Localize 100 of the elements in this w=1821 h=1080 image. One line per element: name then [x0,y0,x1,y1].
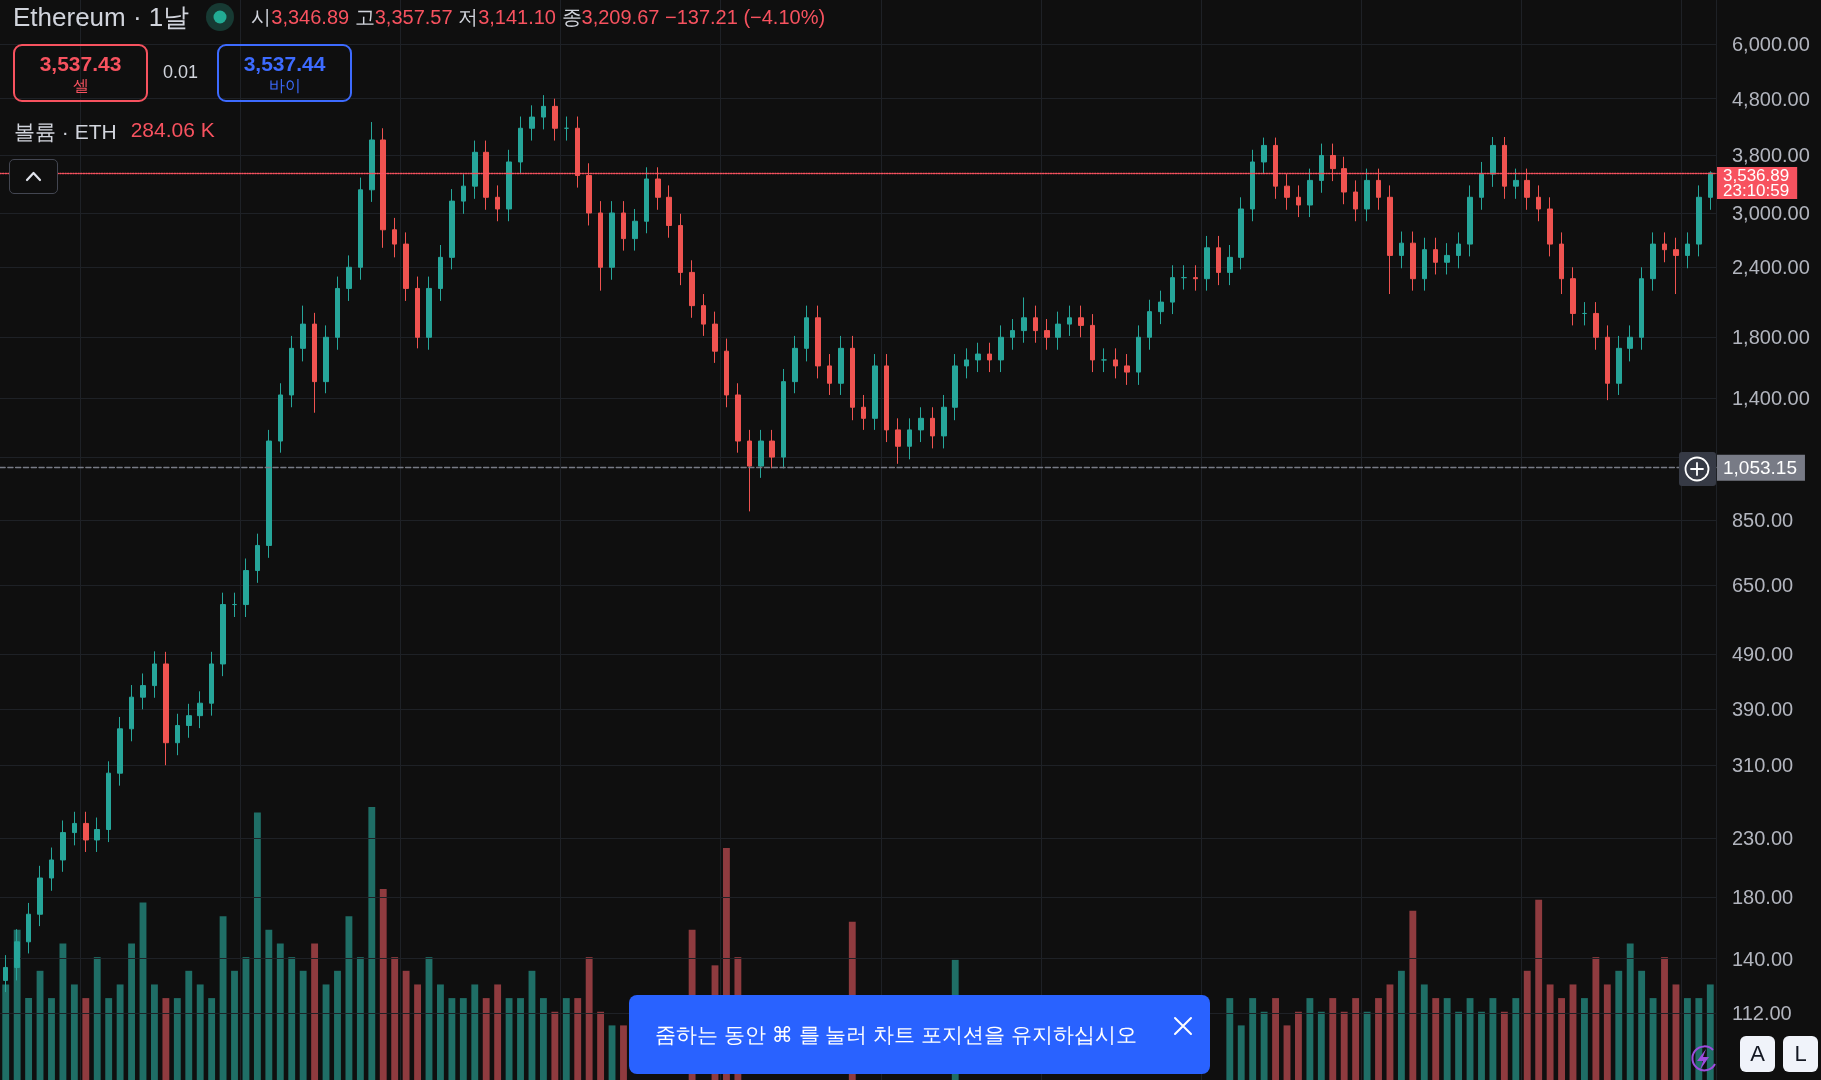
candlestick [1113,347,1118,379]
bar [391,957,399,1080]
candlestick [1250,149,1255,222]
candlestick [495,184,500,222]
candlestick [655,166,661,211]
candlestick [209,651,214,717]
candlestick [1708,170,1713,211]
candlestick [1216,235,1221,286]
candlestick [575,116,580,189]
candlestick [1433,237,1438,275]
candlestick [1616,335,1622,396]
bar [311,943,319,1080]
candlestick [1227,244,1233,286]
candlestick [1204,235,1210,292]
candlestick [1147,299,1152,351]
candlestick [872,353,878,431]
y-tick-label: 112.00 [1732,1001,1792,1024]
bar [482,998,490,1080]
candlestick [529,104,535,142]
y-tick-label: 180.00 [1732,886,1794,909]
candlestick [564,116,569,142]
bar [1489,998,1497,1080]
candlestick [163,651,169,766]
notification-banner: 줌하는 동안 ⌘ 를 눌러 차트 포지션을 유지하십시오 [629,995,1210,1074]
bar [1638,970,1646,1080]
y-tick-label: 2,400.00 [1732,256,1810,279]
candlestick [632,208,638,252]
candlestick [1124,353,1130,386]
y-tick-label: 4,800.00 [1732,87,1810,110]
bar [1443,998,1451,1080]
candlestick [850,335,855,421]
candlestick [1033,305,1038,344]
bar [1340,1011,1348,1080]
bar [1626,943,1634,1080]
candlestick [930,406,935,449]
bar [288,957,296,1080]
bar [517,998,524,1080]
candlestick [1193,264,1198,292]
bar [459,998,467,1080]
y-tick-label: 1,400.00 [1732,387,1810,410]
annotation: 줌하는 동안 ⌘ 를 눌러 차트 포지션을 유지하십시오 [655,1021,1137,1048]
bar [562,998,570,1080]
candlestick [1376,168,1381,211]
bar [105,998,113,1080]
bar [494,984,502,1080]
candlestick [461,173,466,215]
candlestick [1341,156,1347,205]
candlestick [815,305,821,379]
y-tick-label: 140.00 [1732,947,1794,970]
bar [334,970,341,1080]
bar [48,998,55,1080]
bar [551,1011,559,1080]
bar [1615,970,1623,1080]
bar [1226,998,1234,1080]
bar [1306,998,1314,1080]
candlestick [1524,168,1530,211]
candlestick [735,382,741,454]
candlestick [1170,264,1175,315]
candlestick [666,184,672,239]
bar [1546,984,1554,1080]
bar [162,998,170,1080]
bar [1237,1025,1245,1080]
bar [1683,998,1691,1080]
candlestick [598,200,603,292]
candlestick [26,902,31,954]
candlestick [1547,196,1553,257]
y-tick-label: 650.00 [1732,574,1794,597]
y-tick-label: 6,000.00 [1732,33,1810,56]
bar [505,998,513,1080]
candlestick [1158,290,1164,325]
buy-button: 3,537.44 바이 [217,44,352,102]
candlestick [621,200,626,252]
candlestick [37,865,43,927]
candlestick [975,342,981,373]
candlestick [701,293,706,337]
candlestick [918,406,924,443]
ref-line-label: 1,053.15 [1723,457,1797,479]
candlestick [106,760,111,843]
y-tick-label: 310.00 [1732,754,1794,777]
bar [1352,998,1360,1080]
annotation: 볼륨 · ETH [14,119,117,145]
candlestick [838,335,844,396]
candlestick [1650,231,1656,292]
bar [1432,998,1440,1080]
candlestick [1467,184,1473,257]
candlestick [678,213,683,286]
candlestick [186,703,192,739]
candlestick [1284,173,1290,211]
y-tick-label: 390.00 [1732,698,1794,721]
candlestick [1364,168,1370,222]
l-button: L [1783,1036,1818,1072]
bar [1420,984,1428,1080]
candlestick [952,353,958,421]
candlestick [998,324,1004,373]
candlestick [1536,184,1541,222]
bar [1592,957,1600,1080]
bar [1535,899,1543,1080]
candlestick [358,177,363,281]
candlestick [769,429,775,469]
annotation: 3,537.43 [39,50,122,76]
